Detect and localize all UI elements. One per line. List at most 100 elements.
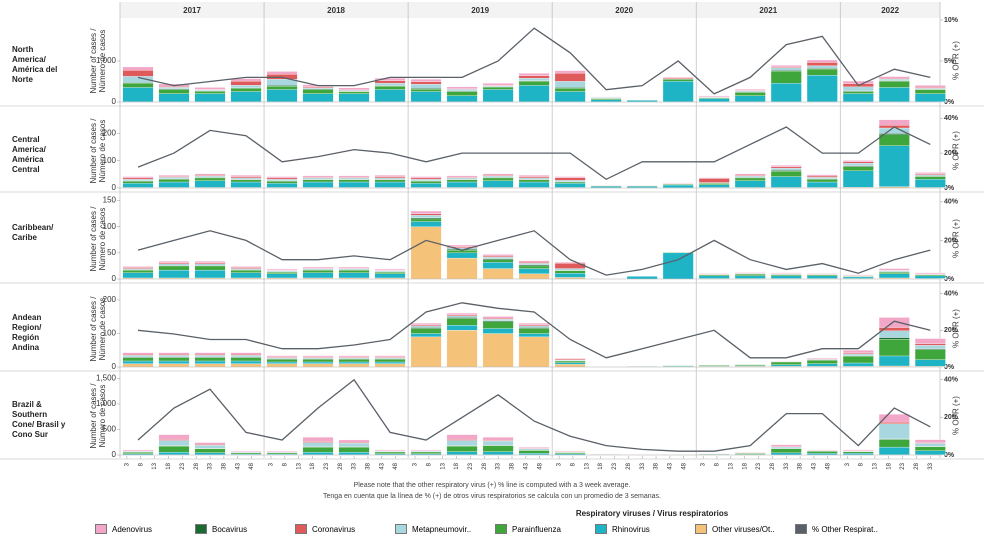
bar-segment: [230, 267, 262, 269]
bar-segment: [266, 357, 298, 359]
bar-segment: [842, 353, 874, 356]
bar-segment: [734, 95, 766, 102]
bar-segment: [806, 62, 838, 66]
bar-segment: [410, 88, 442, 92]
bar-segment: [194, 90, 226, 94]
x-tick-label: 48: [393, 462, 399, 469]
x-tick-label: 33: [496, 462, 502, 469]
bar-segment: [518, 73, 550, 76]
legend-item[interactable]: % Other Respirat..: [795, 524, 895, 534]
bar-segment: [806, 451, 838, 454]
bar-segment: [410, 327, 442, 329]
bar-segment: [878, 76, 910, 79]
bar-segment: [914, 345, 946, 349]
bar-segment: [194, 180, 226, 188]
bar-segment: [158, 93, 190, 102]
bar-segment: [770, 65, 802, 68]
bar-segment: [446, 95, 478, 102]
bar-segment: [410, 336, 442, 368]
bar-segment: [410, 176, 442, 179]
y2-axis-label: % OPR (+): [951, 41, 961, 80]
x-tick-label: 18: [598, 462, 604, 469]
legend-label: Parainfluenza: [512, 524, 561, 534]
legend-item[interactable]: Coronavirus: [295, 524, 395, 534]
bar-segment: [482, 259, 514, 263]
y2-tick-label: 0%: [944, 185, 955, 192]
bar-segment: [374, 86, 406, 90]
bar-segment: [806, 274, 838, 277]
bar-segment: [338, 175, 370, 178]
bar-segment: [482, 268, 514, 280]
bar-segment: [446, 177, 478, 180]
bar-segment: [194, 93, 226, 102]
bar-segment: [230, 85, 262, 88]
bar-segment: [230, 91, 262, 102]
legend-item[interactable]: Bocavirus: [195, 524, 295, 534]
bar-segment: [482, 175, 514, 178]
bar-segment: [266, 361, 298, 364]
x-tick-label: 38: [510, 462, 516, 469]
x-tick-label: 13: [440, 462, 446, 469]
bar-segment: [770, 444, 802, 447]
bar-segment: [518, 78, 550, 81]
y2-tick-label: 5%: [944, 58, 955, 65]
bar-segment: [482, 256, 514, 259]
x-tick-label: 48: [681, 462, 687, 469]
bar-segment: [842, 276, 874, 279]
bar-segment: [518, 75, 550, 79]
x-tick-label: 8: [859, 462, 865, 466]
bar-segment: [482, 86, 514, 90]
x-tick-label: 3: [557, 462, 563, 466]
bar-segment: [158, 355, 190, 358]
bar-segment: [122, 267, 154, 269]
bar-segment: [338, 442, 370, 447]
bar-segment: [194, 263, 226, 266]
bar-segment: [518, 265, 550, 269]
bar-segment: [374, 451, 406, 454]
bar-segment: [518, 327, 550, 329]
x-tick-label: 23: [324, 462, 330, 469]
bar-segment: [302, 179, 334, 183]
x-tick-label: 33: [928, 462, 934, 469]
bar-segment: [410, 226, 442, 280]
y-axis-label: Number of cases / Número de casos: [89, 206, 107, 271]
bar-segment: [878, 421, 910, 424]
bar-segment: [554, 88, 586, 92]
line: [137, 230, 931, 276]
bar-segment: [302, 437, 334, 442]
legend-item[interactable]: Rhinovirus: [595, 524, 695, 534]
bar-segment: [338, 266, 370, 269]
bar-segment: [518, 448, 550, 451]
x-tick-label: 38: [221, 462, 227, 469]
legend-item[interactable]: Other viruses/Ot..: [695, 524, 795, 534]
bar-segment: [122, 272, 154, 279]
bar-segment: [878, 317, 910, 328]
bar-segment: [158, 262, 190, 264]
legend-item[interactable]: Parainfluenza: [495, 524, 595, 534]
bar-segment: [734, 452, 766, 454]
bar-segment: [806, 177, 838, 179]
bar-segment: [194, 173, 226, 176]
legend-item[interactable]: Adenovirus: [95, 524, 195, 534]
bar-segment: [590, 98, 622, 100]
bar-segment: [590, 186, 622, 188]
bar-segment: [374, 273, 406, 279]
bar-segment: [122, 449, 154, 452]
bar-segment: [554, 268, 586, 271]
x-tick-label: 48: [249, 462, 255, 469]
bar-segment: [446, 252, 478, 259]
x-tick-label: 13: [152, 462, 158, 469]
bar-segment: [410, 218, 442, 222]
bar-segment: [482, 173, 514, 176]
x-tick-label: 3: [413, 462, 419, 466]
bar-segment: [122, 453, 154, 455]
bar-segment: [194, 355, 226, 358]
bar-segment: [626, 100, 658, 102]
bar-segment: [554, 181, 586, 184]
legend-item[interactable]: Metapneumovir..: [395, 524, 495, 534]
bar-segment: [806, 179, 838, 183]
bar-segment: [482, 333, 514, 368]
bar-segment: [446, 325, 478, 331]
bar-segment: [698, 364, 730, 366]
bar-segment: [374, 359, 406, 363]
